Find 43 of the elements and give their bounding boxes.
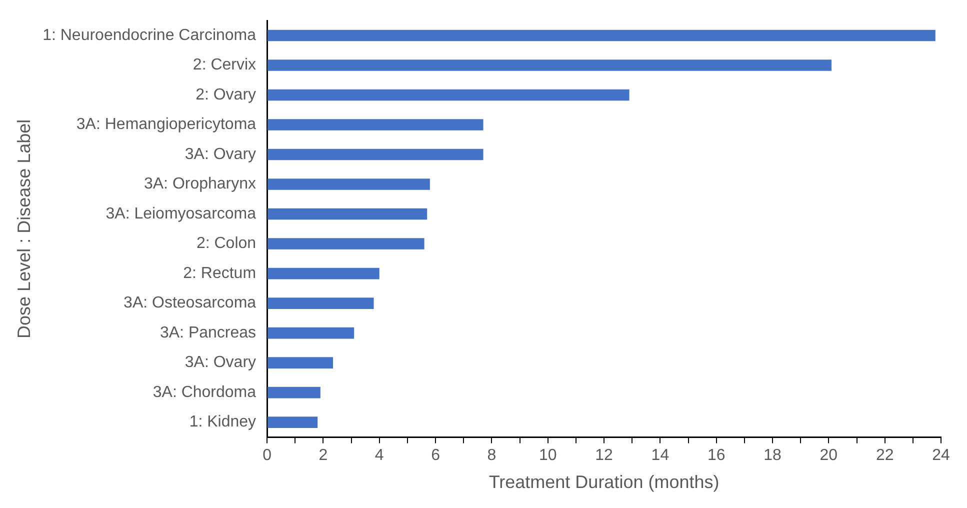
x-axis-title: Treatment Duration (months) (488, 472, 720, 492)
bar (268, 386, 320, 398)
bar (268, 148, 484, 160)
x-tick-label: 2 (318, 447, 328, 464)
bar (268, 89, 630, 101)
bar (268, 416, 318, 428)
x-tick-label: 24 (932, 447, 950, 464)
x-tick-label: 4 (374, 447, 384, 464)
y-axis-title: Dose Level : Disease Label (14, 119, 34, 338)
x-tick-label: 22 (876, 447, 894, 464)
x-tick-label: 12 (595, 447, 614, 464)
x-tick-label: 6 (431, 447, 440, 464)
bar (268, 208, 428, 220)
bar (268, 327, 354, 339)
bar (268, 238, 424, 250)
x-tick-label: 20 (820, 447, 838, 464)
bar (268, 119, 484, 130)
bar (268, 60, 832, 71)
y-tick-label: 3A: Hemangiopericytoma (76, 116, 256, 134)
bar (268, 178, 430, 190)
y-tick-label: 3A: Ovary (184, 354, 256, 372)
x-tick-label: 0 (262, 447, 272, 464)
bar (268, 298, 374, 309)
y-tick-label: 1: Kidney (189, 414, 256, 431)
y-tick-label: 3A: Osteosarcoma (124, 294, 256, 312)
y-tick-label: 3A: Chordoma (152, 384, 256, 401)
x-tick-label: 14 (651, 447, 670, 464)
x-tick-label: 18 (764, 447, 782, 464)
y-tick-label: 3A: Leiomyosarcoma (106, 205, 256, 222)
x-tick-label: 10 (538, 447, 557, 464)
x-tick-label: 8 (487, 447, 496, 464)
y-tick-label: 3A: Ovary (184, 146, 256, 163)
bar (268, 268, 380, 280)
bar (268, 30, 936, 42)
x-tick-label: 16 (707, 447, 726, 464)
y-tick-label: 3A: Pancreas (160, 324, 256, 342)
y-tick-label: 2: Cervix (192, 56, 256, 74)
y-tick-label: 3A: Oropharynx (144, 176, 256, 193)
bar (268, 357, 334, 368)
y-tick-label: 2: Colon (196, 235, 256, 252)
y-tick-label: 2: Rectum (183, 264, 256, 282)
y-tick-label: 1: Neuroendocrine Carcinoma (42, 26, 256, 44)
y-tick-label: 2: Ovary (196, 86, 256, 104)
